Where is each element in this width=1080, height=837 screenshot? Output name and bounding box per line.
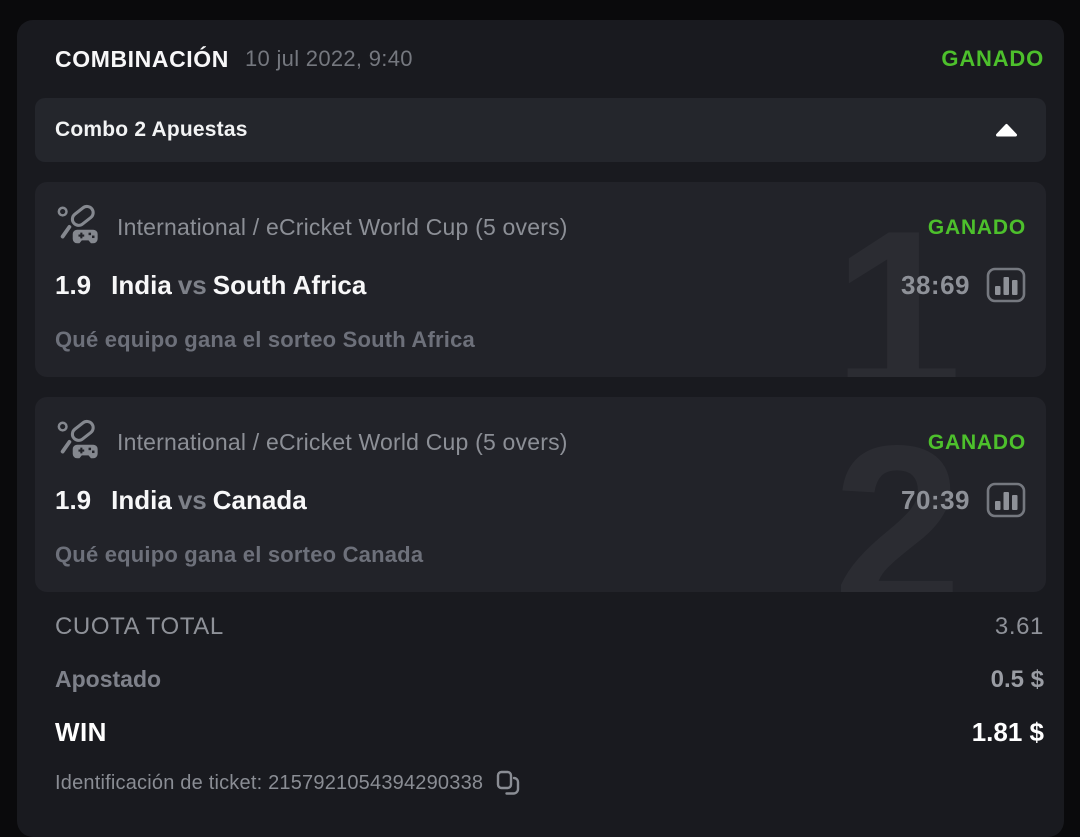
bet-datetime: 10 jul 2022, 9:40 [244,46,413,71]
ticket-header: COMBINACIÓN 10 jul 2022, 9:40 GANADO [17,20,1064,98]
combo-label: Combo 2 Apuestas [55,118,248,141]
home-team: India [111,484,172,515]
league-name: International / eCricket World Cup (5 ov… [117,429,568,455]
market-selection: Qué equipo gana el sorteo Canada [55,542,424,567]
combo-collapse-bar[interactable]: Combo 2 Apuestas [35,98,1046,162]
market-selection: Qué equipo gana el sorteo South Africa [55,327,475,352]
bet-ticket-card: COMBINACIÓN 10 jul 2022, 9:40 GANADO Com… [17,20,1064,837]
match-teams: India vs Canada [111,485,307,516]
match-score: 70:39 [901,484,970,515]
odds-value: 1.9 [55,484,92,515]
ticket-id-row: Identificación de ticket: 21579210543942… [17,759,1064,807]
total-odds-value: 3.61 [994,612,1044,640]
away-team: South Africa [212,269,367,300]
win-value: 1.81 $ [971,717,1044,747]
bet-type-title: COMBINACIÓN [55,45,229,72]
bet-leg-1: 1 International / eCricket World Cup (5 … [35,182,1046,377]
ticket-id-text: Identificación de ticket: 21579210543942… [55,771,484,794]
match-teams: India vs South Africa [111,270,366,301]
copy-icon[interactable] [495,769,521,797]
chevron-up-icon[interactable] [995,123,1018,138]
home-team: India [111,269,172,300]
stats-icon[interactable] [986,267,1026,303]
win-row: WIN 1.81 $ [17,706,1064,759]
ticket-status-badge: GANADO [941,46,1044,71]
away-team: Canada [212,484,307,515]
esports-cricket-icon [55,202,101,253]
odds-value: 1.9 [55,269,92,300]
ticket-summary: CUOTA TOTAL 3.61 Apostado 0.5 $ WIN 1.81… [17,600,1064,807]
stats-icon[interactable] [986,482,1026,518]
esports-cricket-icon [55,417,101,468]
league-name: International / eCricket World Cup (5 ov… [117,214,568,240]
stake-value: 0.5 $ [990,665,1044,693]
stake-label: Apostado [55,666,162,692]
total-odds-label: CUOTA TOTAL [55,612,224,640]
stake-row: Apostado 0.5 $ [17,653,1064,706]
bet-leg-2: 2 International / eCricket World Cup (5 … [35,397,1046,592]
total-odds-row: CUOTA TOTAL 3.61 [17,600,1064,653]
vs-separator: vs [177,269,207,300]
match-score: 38:69 [901,269,970,300]
leg-status-badge: GANADO [927,215,1026,239]
leg-status-badge: GANADO [927,430,1026,454]
win-label: WIN [55,717,107,747]
vs-separator: vs [177,484,207,515]
